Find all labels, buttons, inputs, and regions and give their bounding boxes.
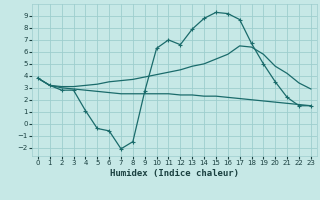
X-axis label: Humidex (Indice chaleur): Humidex (Indice chaleur): [110, 169, 239, 178]
